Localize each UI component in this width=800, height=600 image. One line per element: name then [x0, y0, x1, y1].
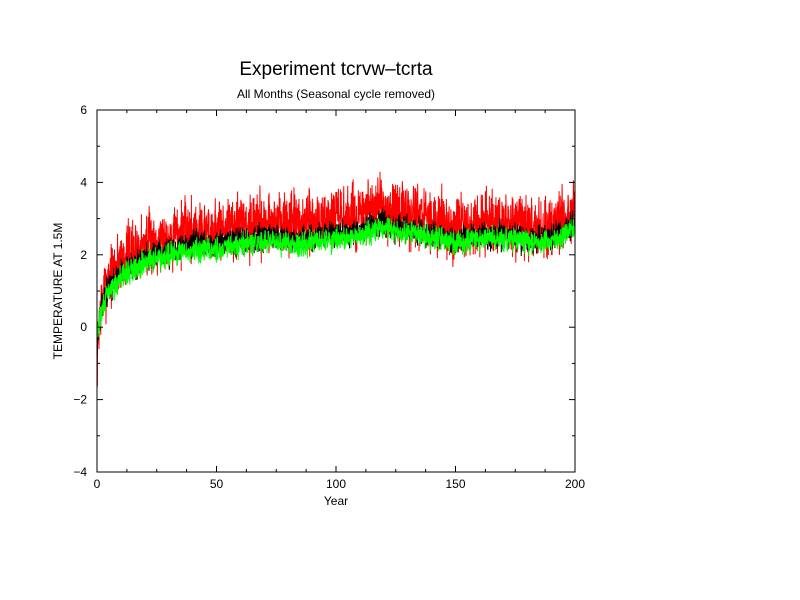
series-layer [96, 171, 576, 387]
y-tick-label: 2 [80, 248, 87, 262]
y-tick-label: 4 [80, 175, 87, 189]
x-tick-label: 50 [210, 477, 224, 491]
plot-frame [96, 109, 576, 473]
x-tick-label: 0 [94, 477, 101, 491]
x-tick-label: 200 [565, 477, 585, 491]
x-tick-label: 150 [445, 477, 465, 491]
y-tick-label: −4 [73, 465, 87, 479]
chart-title: Experiment tcrvw–tcrta [239, 59, 433, 80]
x-tick-label: 100 [326, 477, 346, 491]
x-axis-label: Year [324, 494, 348, 508]
y-tick-label: −2 [73, 393, 87, 407]
ticks-layer: 0 50 100 150 200 −4 −2 0 2 4 6 [73, 103, 585, 491]
series-line-1 [96, 171, 576, 387]
chart-subtitle: All Months (Seasonal cycle removed) [237, 87, 435, 101]
y-tick-label: 6 [80, 103, 87, 117]
y-tick-label: 0 [80, 320, 87, 334]
series-line-3 [96, 217, 576, 338]
y-axis-label: TEMPERATURE AT 1.5M [51, 223, 65, 360]
